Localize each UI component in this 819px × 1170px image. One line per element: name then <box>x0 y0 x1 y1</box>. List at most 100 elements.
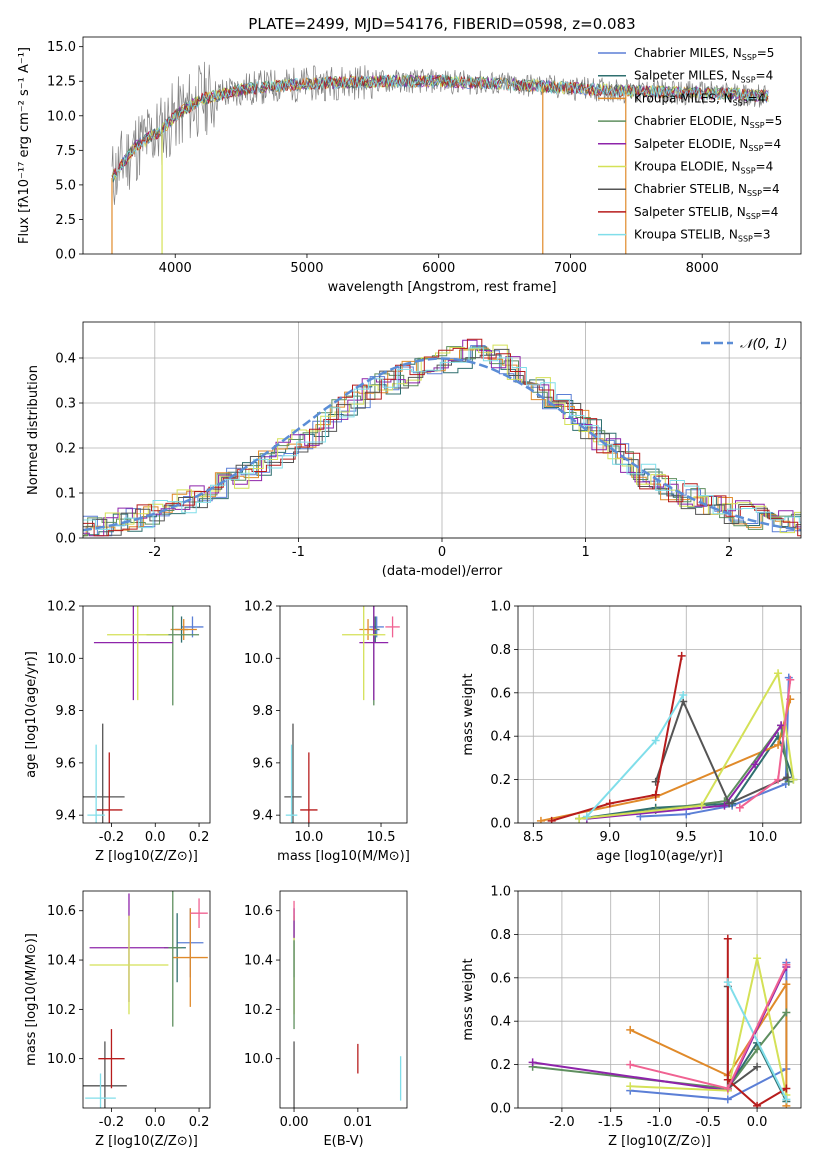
residual-histogram-panel: -2 -1 0 1 2 0.0 0.1 0.2 0.3 0.4 (data-model)/error… <box>26 321 802 579</box>
x-tick-label: -1 <box>292 545 305 560</box>
x-tick-label: -2 <box>148 545 161 560</box>
axes-frame <box>517 605 802 824</box>
y-axis-label: mass [log10(M/M⊙)] <box>24 933 39 1066</box>
chart-title: PLATE=2499, MJD=54176, FIBERID=0598, z=0… <box>248 15 635 33</box>
legend-label-sub: SSP <box>747 189 762 198</box>
data-point-marker <box>751 760 760 769</box>
legend-label-end: =4 <box>763 137 781 151</box>
plot-area <box>83 338 801 537</box>
mass-weight-vs-metallicity-panel: -2.0 -1.5 -1.0 -0.5 0.0 0.0 0.2 0.4 0.6 0.8 1.0 Z [… <box>461 885 802 1149</box>
legend-label-main: Salpeter MILES, N <box>634 69 741 83</box>
y-tick-label: 0.3 <box>55 397 76 412</box>
data-point-marker <box>753 1045 762 1054</box>
data-point-marker <box>753 954 762 963</box>
spectrum-panel: 4000 5000 6000 7000 8000 0.0 2.5 5.0 7.5 10.0 12.5… <box>17 15 802 295</box>
data-point-marker <box>626 1082 635 1091</box>
plot-area <box>83 891 208 1108</box>
y-tick-label: 9.4 <box>252 809 273 824</box>
y-tick-label: 10.0 <box>244 1052 273 1067</box>
y-tick-label: 0.2 <box>490 773 511 788</box>
series-line <box>726 938 787 1108</box>
y-tick-label: 0.6 <box>490 686 511 701</box>
y-tick-label: 0.8 <box>490 643 511 658</box>
legend-label-end: =4 <box>762 182 780 196</box>
y-tick-label: 10.6 <box>47 904 76 919</box>
legend-label: 𝒩(0, 1) <box>740 337 787 352</box>
y-tick-label: 10.2 <box>244 600 273 615</box>
mass-vs-ebv-panel: 0.00 0.01 10.0 10.2 10.4 10.6 E(B-V) <box>244 890 408 1149</box>
x-tick-label: 9.0 <box>599 830 620 845</box>
x-tick-label: 0.0 <box>747 1115 768 1130</box>
data-point-marker <box>723 1095 732 1104</box>
data-point-marker <box>753 1062 762 1071</box>
legend-label-sub: SSP <box>733 98 748 107</box>
legend-label: Salpeter ELODIE, NSSP=4 <box>634 137 781 153</box>
x-axis-label: wavelength [Angstrom, rest frame] <box>328 280 557 295</box>
axes-frame <box>82 36 802 255</box>
legend-label-sub: SSP <box>746 212 761 221</box>
x-tick-label: 2 <box>725 545 733 560</box>
y-tick-label: 9.8 <box>252 704 273 719</box>
series-line <box>654 698 788 805</box>
data-point-marker <box>782 1008 791 1017</box>
data-point-marker <box>723 1075 732 1084</box>
series-line <box>579 722 790 820</box>
x-tick-label: 0.00 <box>280 1115 309 1130</box>
x-tick-label: -0.5 <box>696 1115 721 1130</box>
histogram-step <box>83 348 801 536</box>
y-tick-label: 10.6 <box>244 904 273 919</box>
y-tick-label: 9.6 <box>252 756 273 771</box>
data-point-marker <box>723 1084 732 1093</box>
y-tick-label: 0.8 <box>490 928 511 943</box>
legend-label-main: Kroupa ELODIE, N <box>634 160 741 174</box>
data-point-marker <box>626 1025 635 1034</box>
mass-vs-metallicity-panel: -0.2 0.0 0.2 10.0 10.2 10.4 10.6 Z [log10(Z/Z⊙)… <box>24 890 211 1149</box>
axes-frame <box>279 605 408 824</box>
model-spectrum-line <box>111 74 769 184</box>
series-line <box>586 724 782 820</box>
legend-label-main: Chabrier ELODIE, N <box>634 114 750 128</box>
data-point-marker <box>753 1101 762 1108</box>
x-axis-label: mass [log10(M/M⊙)] <box>277 849 410 864</box>
x-axis-label: age [log10(age/yr)] <box>596 849 723 864</box>
y-tick-label: 1.0 <box>490 885 511 900</box>
data-point-marker <box>789 775 798 784</box>
series-line <box>579 670 795 820</box>
data-point-marker <box>677 651 686 660</box>
y-tick-label: 10.0 <box>47 1052 76 1067</box>
y-tick-label: 0.4 <box>55 352 76 367</box>
y-tick-label: 2.5 <box>55 213 76 228</box>
y-tick-label: 10.0 <box>47 109 76 124</box>
legend-label-sub: SSP <box>741 167 756 176</box>
x-tick-label: -1.5 <box>598 1115 623 1130</box>
age-vs-metallicity-panel: -0.2 0.0 0.2 9.4 9.6 9.8 10.0 10.2 Z [log10(Z/Z⊙… <box>24 600 211 864</box>
y-tick-label: 7.5 <box>55 144 76 159</box>
data-point-marker <box>575 814 584 823</box>
legend-label-main: Kroupa STELIB, N <box>634 228 738 242</box>
axes-frame <box>82 321 802 539</box>
data-point-marker <box>679 690 688 699</box>
data-point-marker <box>547 816 556 823</box>
model-spectrum-line <box>111 74 769 178</box>
x-tick-label: 0.0 <box>145 830 166 845</box>
data-point-marker <box>774 740 783 749</box>
legend-label-sub: SSP <box>738 235 753 244</box>
data-point-marker <box>723 978 732 987</box>
y-tick-label: 9.4 <box>55 809 76 824</box>
y-tick-label: 0.0 <box>490 1102 511 1117</box>
x-axis-label: Z [log10(Z/Z⊙)] <box>95 849 198 864</box>
data-point-marker <box>582 812 591 821</box>
x-tick-label: 10.0 <box>748 830 777 845</box>
x-tick-label: -2.0 <box>549 1115 574 1130</box>
data-point-marker <box>725 799 734 808</box>
x-tick-label: 0 <box>438 545 446 560</box>
mass-weight-vs-age-panel: 8.5 9.0 9.5 10.0 0.0 0.2 0.4 0.6 0.8 1.0 age [log1… <box>461 600 802 864</box>
data-point-marker <box>651 790 660 799</box>
data-point-marker <box>723 934 732 943</box>
axes-frame <box>517 890 802 1109</box>
y-tick-label: 0.2 <box>490 1058 511 1073</box>
y-tick-label: 15.0 <box>47 40 76 55</box>
legend-label-end: =5 <box>765 114 783 128</box>
data-point-marker <box>528 1058 537 1067</box>
